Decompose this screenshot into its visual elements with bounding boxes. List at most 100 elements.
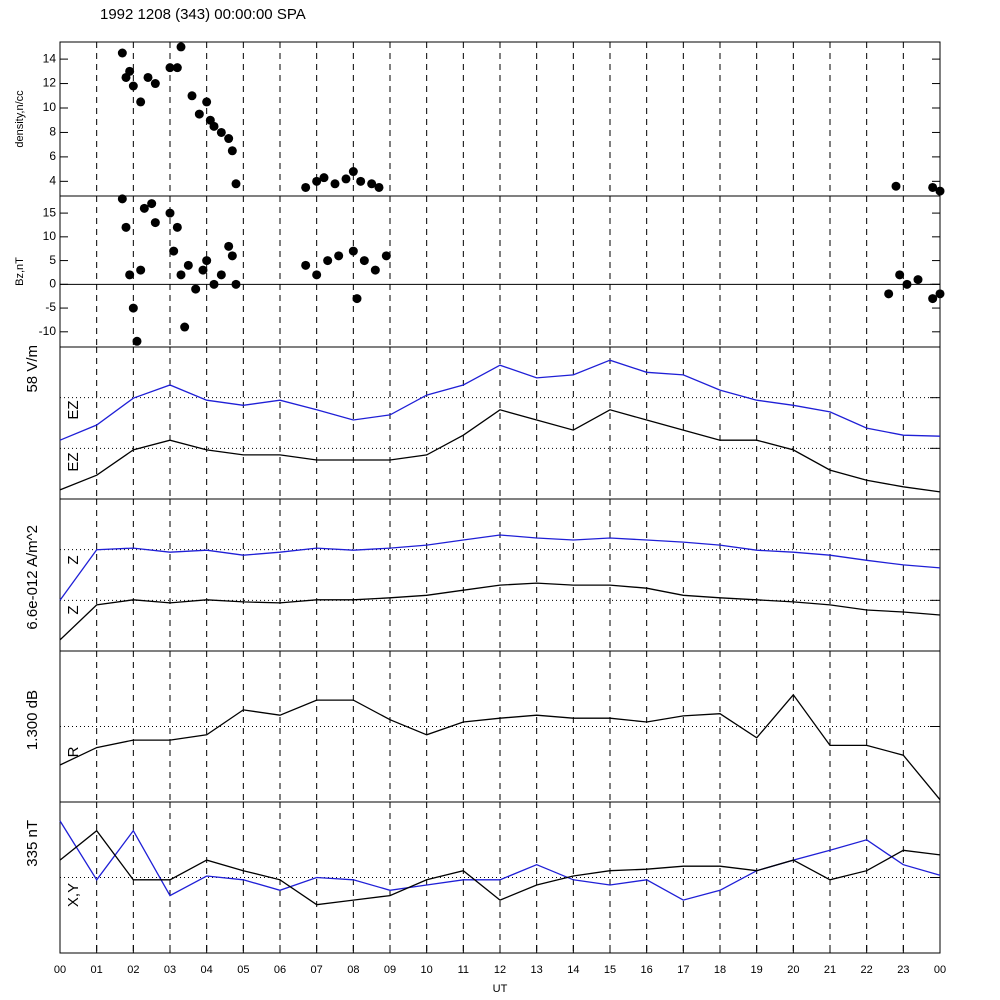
data-point (884, 289, 894, 299)
data-line (59, 829, 941, 906)
data-point (224, 241, 234, 251)
x-tick-label: 16 (641, 964, 653, 976)
data-point (172, 222, 182, 232)
panel-label: X,Y (65, 883, 82, 907)
series-label: EZ (65, 452, 82, 471)
data-point (136, 97, 146, 107)
data-point (334, 251, 344, 261)
data-point (209, 121, 219, 131)
y-tick-label: 14 (43, 51, 57, 65)
data-point (359, 256, 369, 266)
x-tick-label: 06 (274, 964, 286, 976)
data-point (125, 66, 135, 76)
data-point (231, 179, 241, 189)
data-point (367, 179, 377, 189)
y-tick-label: 8 (49, 125, 56, 139)
y-tick-label: 5 (49, 253, 56, 267)
data-point (176, 42, 186, 52)
data-point (150, 79, 160, 89)
data-point (891, 181, 901, 191)
data-point (194, 109, 204, 119)
data-point (150, 218, 160, 228)
y-axis-label: 6.6e-012 A/m^2 (24, 525, 41, 630)
data-point (147, 199, 157, 209)
x-tick-label: 19 (751, 964, 763, 976)
data-point (341, 174, 351, 184)
x-tick-label: 15 (604, 964, 616, 976)
y-tick-label: 10 (43, 229, 57, 243)
data-line (59, 534, 941, 601)
data-point (902, 279, 912, 289)
y-axis-label: Bz,nT (14, 257, 26, 286)
data-point (301, 182, 311, 192)
y-tick-label: 15 (43, 205, 57, 219)
x-tick-label: 09 (384, 964, 396, 976)
x-tick-label: 11 (458, 964, 469, 976)
series-label: Z (65, 605, 82, 614)
data-point (209, 279, 219, 289)
y-tick-label: -10 (39, 324, 57, 338)
data-point (139, 203, 149, 213)
data-point (323, 256, 333, 266)
data-point (301, 260, 311, 270)
x-tick-label: 14 (567, 964, 579, 976)
x-tick-label: 02 (127, 964, 139, 976)
data-point (352, 294, 362, 304)
data-line (59, 409, 941, 493)
x-tick-label: 22 (861, 964, 873, 976)
y-tick-label: 12 (43, 76, 57, 90)
y-tick-label: 6 (49, 149, 56, 163)
data-point (928, 182, 938, 192)
y-tick-label: 10 (43, 100, 57, 114)
data-point (117, 48, 127, 58)
x-tick-label: 00 (934, 964, 946, 976)
data-point (330, 179, 340, 189)
x-tick-label: 20 (787, 964, 799, 976)
data-point (125, 270, 135, 280)
data-point (224, 134, 234, 144)
x-tick-label: 17 (677, 964, 689, 976)
data-point (216, 270, 226, 280)
data-point (187, 91, 197, 101)
data-point (169, 246, 179, 256)
x-tick-label: 08 (347, 964, 359, 976)
data-line (59, 359, 941, 441)
y-axis-label: 335 nT (24, 820, 41, 867)
data-point (895, 270, 905, 280)
data-line (59, 693, 941, 801)
data-point (348, 246, 358, 256)
y-axis-label: 1.300 dB (24, 690, 41, 750)
data-point (202, 256, 212, 266)
data-point (128, 81, 138, 91)
x-tick-label: 00 (54, 964, 66, 976)
x-tick-label: 03 (164, 964, 176, 976)
data-point (117, 194, 127, 204)
data-point (935, 289, 945, 299)
data-point (198, 265, 208, 275)
y-tick-label: 4 (49, 174, 56, 188)
data-point (143, 72, 153, 82)
data-point (216, 127, 226, 137)
y-tick-label: -5 (45, 300, 56, 314)
data-point (312, 176, 322, 186)
data-point (136, 265, 146, 275)
x-tick-label: 07 (311, 964, 323, 976)
x-tick-label: 05 (237, 964, 249, 976)
y-axis-label: 58 V/m (24, 345, 41, 393)
data-point (132, 336, 142, 346)
x-tick-label: 21 (824, 964, 836, 976)
x-tick-label: 10 (421, 964, 433, 976)
data-point (227, 251, 237, 261)
data-point (935, 186, 945, 196)
series-label: Z (65, 555, 82, 564)
data-point (202, 97, 212, 107)
x-tick-label: 23 (897, 964, 909, 976)
x-tick-label: 04 (201, 964, 213, 976)
series-label: R (65, 746, 82, 757)
data-point (176, 270, 186, 280)
data-point (121, 222, 131, 232)
series-label: EZ (65, 400, 82, 419)
data-point (356, 176, 366, 186)
data-point (913, 275, 923, 285)
data-point (928, 294, 938, 304)
